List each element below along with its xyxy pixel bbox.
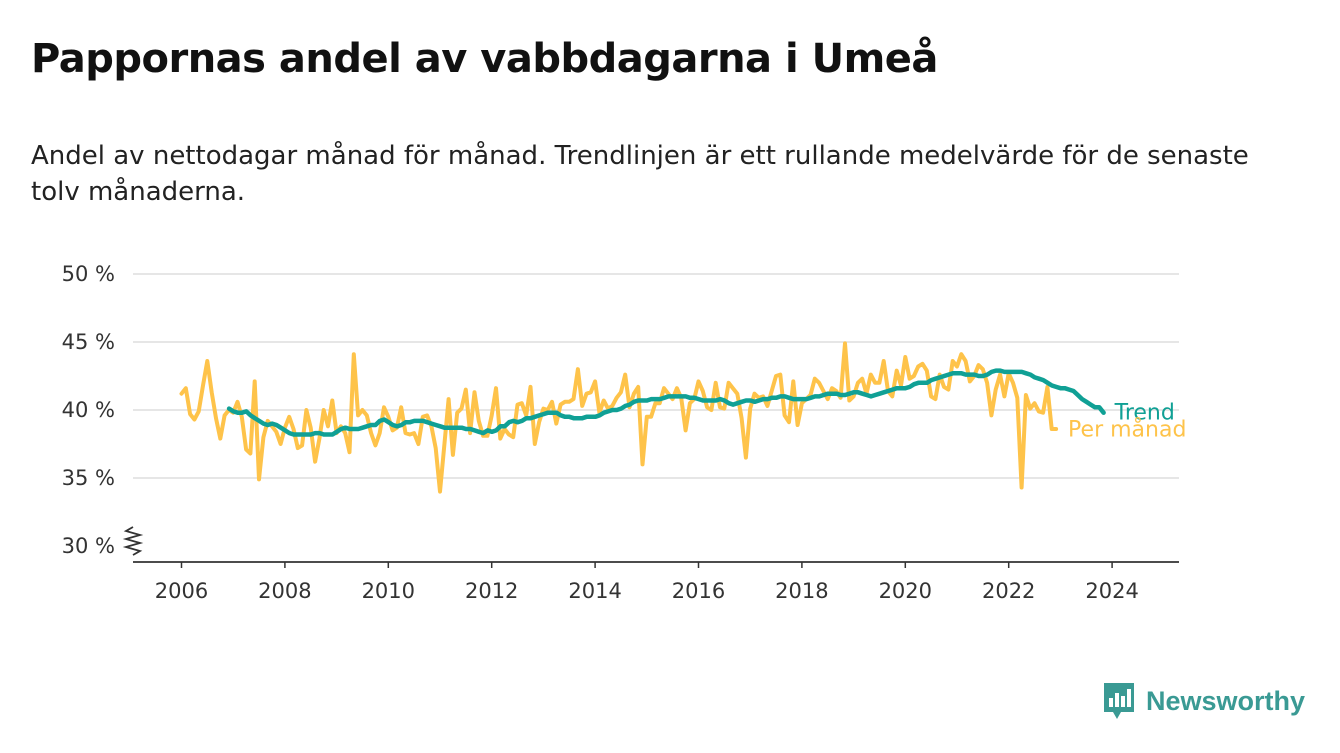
x-tick-label: 2014 — [568, 579, 621, 603]
x-tick-label: 2008 — [258, 579, 311, 603]
x-tick-label: 2006 — [155, 579, 208, 603]
brand-name: Newsworthy — [1146, 685, 1306, 716]
y-tick-label: 50 % — [62, 262, 115, 286]
y-tick-label: 45 % — [62, 330, 115, 354]
x-tick-label: 2018 — [775, 579, 828, 603]
trend-label: Trend — [1114, 401, 1175, 426]
x-tick-label: 2016 — [672, 579, 725, 603]
series-lines — [179, 341, 1106, 494]
x-tick-label: 2024 — [1085, 579, 1138, 603]
trend-line — [226, 368, 1106, 437]
x-tick-label: 2012 — [465, 579, 518, 603]
monthly-line — [179, 341, 1059, 494]
axes: 30 % 35 % 40 % 45 % 50 % 2006 2008 2010 2012 2014… — [62, 262, 1179, 603]
x-tick-label: 2010 — [362, 579, 415, 603]
y-tick-label: 35 % — [62, 466, 115, 490]
chart-subtitle: Andel av nettodagar månad för månad. Tre… — [31, 141, 1249, 207]
axis-break-icon — [122, 526, 144, 556]
monthly-label: Per månad — [1068, 417, 1186, 443]
newsworthy-logo: Newsworthy — [1102, 681, 1305, 721]
y-tick-label: 30 % — [62, 534, 115, 558]
chart-title: Pappornas andel av vabbdagarna i Umeå — [31, 36, 938, 82]
x-tick-label: 2022 — [982, 579, 1035, 603]
y-tick-label: 40 % — [62, 398, 115, 422]
x-tick-label: 2020 — [879, 579, 932, 603]
bar-chart-speech-bubble-icon — [1104, 683, 1134, 719]
